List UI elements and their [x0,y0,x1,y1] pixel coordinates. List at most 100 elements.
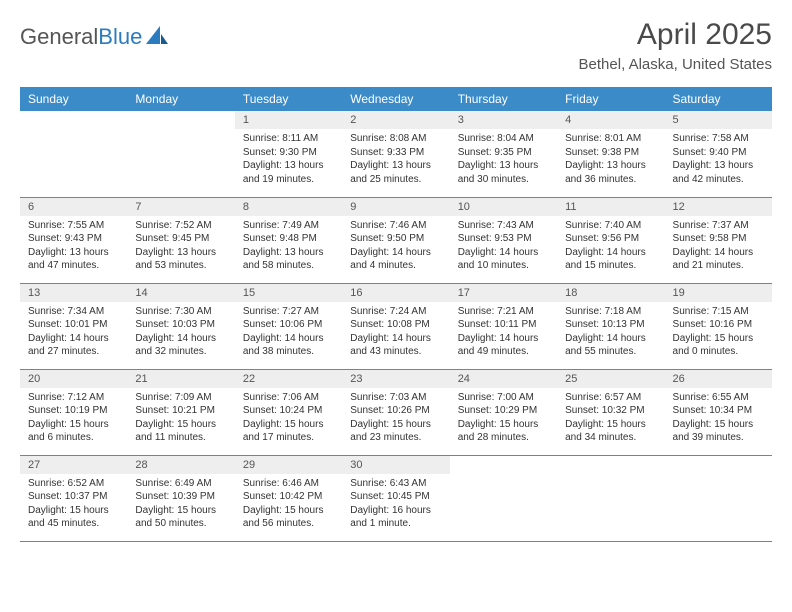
day-number: 30 [342,456,449,474]
calendar-day-cell: 3Sunrise: 8:04 AMSunset: 9:35 PMDaylight… [450,111,557,197]
day-number: 3 [450,111,557,129]
day-number: 15 [235,284,342,302]
calendar-day-cell: 18Sunrise: 7:18 AMSunset: 10:13 PMDaylig… [557,283,664,369]
day-number: 14 [127,284,234,302]
day-number: 4 [557,111,664,129]
logo-text-blue: Blue [98,24,142,50]
day-content: Sunrise: 6:55 AMSunset: 10:34 PMDaylight… [665,388,772,451]
day-content: Sunrise: 7:15 AMSunset: 10:16 PMDaylight… [665,302,772,365]
day-number: 7 [127,198,234,216]
day-content: Sunrise: 7:46 AMSunset: 9:50 PMDaylight:… [342,216,449,279]
calendar-day-cell: 28Sunrise: 6:49 AMSunset: 10:39 PMDaylig… [127,455,234,541]
calendar-day-cell: 23Sunrise: 7:03 AMSunset: 10:26 PMDaylig… [342,369,449,455]
calendar-day-cell: 7Sunrise: 7:52 AMSunset: 9:45 PMDaylight… [127,197,234,283]
calendar-week-row: 20Sunrise: 7:12 AMSunset: 10:19 PMDaylig… [20,369,772,455]
day-content: Sunrise: 8:08 AMSunset: 9:33 PMDaylight:… [342,129,449,192]
day-content: Sunrise: 7:40 AMSunset: 9:56 PMDaylight:… [557,216,664,279]
calendar-week-row: 6Sunrise: 7:55 AMSunset: 9:43 PMDaylight… [20,197,772,283]
day-content: Sunrise: 7:12 AMSunset: 10:19 PMDaylight… [20,388,127,451]
day-content: Sunrise: 7:06 AMSunset: 10:24 PMDaylight… [235,388,342,451]
day-number: 23 [342,370,449,388]
calendar-day-cell: 30Sunrise: 6:43 AMSunset: 10:45 PMDaylig… [342,455,449,541]
day-content: Sunrise: 6:52 AMSunset: 10:37 PMDaylight… [20,474,127,537]
day-content: Sunrise: 7:37 AMSunset: 9:58 PMDaylight:… [665,216,772,279]
calendar-day-cell: 11Sunrise: 7:40 AMSunset: 9:56 PMDayligh… [557,197,664,283]
day-number: 9 [342,198,449,216]
day-content: Sunrise: 6:57 AMSunset: 10:32 PMDaylight… [557,388,664,451]
calendar-empty-cell [450,455,557,541]
calendar-day-cell: 12Sunrise: 7:37 AMSunset: 9:58 PMDayligh… [665,197,772,283]
day-number: 17 [450,284,557,302]
day-number: 25 [557,370,664,388]
day-number: 27 [20,456,127,474]
day-content: Sunrise: 7:43 AMSunset: 9:53 PMDaylight:… [450,216,557,279]
day-number: 18 [557,284,664,302]
day-content: Sunrise: 6:43 AMSunset: 10:45 PMDaylight… [342,474,449,537]
day-number: 16 [342,284,449,302]
day-content: Sunrise: 8:11 AMSunset: 9:30 PMDaylight:… [235,129,342,192]
calendar-body: 1Sunrise: 8:11 AMSunset: 9:30 PMDaylight… [20,111,772,541]
calendar-empty-cell [20,111,127,197]
day-number: 11 [557,198,664,216]
day-content: Sunrise: 7:18 AMSunset: 10:13 PMDaylight… [557,302,664,365]
day-number: 10 [450,198,557,216]
weekday-header: Thursday [450,87,557,111]
weekday-header: Monday [127,87,234,111]
calendar-day-cell: 9Sunrise: 7:46 AMSunset: 9:50 PMDaylight… [342,197,449,283]
day-number: 2 [342,111,449,129]
day-number: 20 [20,370,127,388]
calendar-day-cell: 26Sunrise: 6:55 AMSunset: 10:34 PMDaylig… [665,369,772,455]
weekday-header: Friday [557,87,664,111]
weekday-header: Wednesday [342,87,449,111]
day-number: 24 [450,370,557,388]
calendar-day-cell: 17Sunrise: 7:21 AMSunset: 10:11 PMDaylig… [450,283,557,369]
day-number: 28 [127,456,234,474]
calendar-week-row: 27Sunrise: 6:52 AMSunset: 10:37 PMDaylig… [20,455,772,541]
day-number: 5 [665,111,772,129]
calendar-day-cell: 2Sunrise: 8:08 AMSunset: 9:33 PMDaylight… [342,111,449,197]
day-number: 1 [235,111,342,129]
calendar-day-cell: 14Sunrise: 7:30 AMSunset: 10:03 PMDaylig… [127,283,234,369]
day-content: Sunrise: 7:30 AMSunset: 10:03 PMDaylight… [127,302,234,365]
day-content: Sunrise: 6:49 AMSunset: 10:39 PMDaylight… [127,474,234,537]
logo: GeneralBlue [20,18,168,50]
calendar-day-cell: 20Sunrise: 7:12 AMSunset: 10:19 PMDaylig… [20,369,127,455]
location: Bethel, Alaska, United States [579,56,772,73]
calendar-day-cell: 5Sunrise: 7:58 AMSunset: 9:40 PMDaylight… [665,111,772,197]
logo-sail-icon [146,24,168,50]
calendar-day-cell: 29Sunrise: 6:46 AMSunset: 10:42 PMDaylig… [235,455,342,541]
day-number: 19 [665,284,772,302]
day-number: 22 [235,370,342,388]
day-content: Sunrise: 7:49 AMSunset: 9:48 PMDaylight:… [235,216,342,279]
day-content: Sunrise: 7:03 AMSunset: 10:26 PMDaylight… [342,388,449,451]
calendar-day-cell: 21Sunrise: 7:09 AMSunset: 10:21 PMDaylig… [127,369,234,455]
day-content: Sunrise: 7:55 AMSunset: 9:43 PMDaylight:… [20,216,127,279]
calendar-day-cell: 13Sunrise: 7:34 AMSunset: 10:01 PMDaylig… [20,283,127,369]
calendar-day-cell: 10Sunrise: 7:43 AMSunset: 9:53 PMDayligh… [450,197,557,283]
calendar-empty-cell [557,455,664,541]
calendar-day-cell: 27Sunrise: 6:52 AMSunset: 10:37 PMDaylig… [20,455,127,541]
calendar-table: SundayMondayTuesdayWednesdayThursdayFrid… [20,87,772,542]
weekday-header: Sunday [20,87,127,111]
calendar-day-cell: 15Sunrise: 7:27 AMSunset: 10:06 PMDaylig… [235,283,342,369]
day-content: Sunrise: 8:01 AMSunset: 9:38 PMDaylight:… [557,129,664,192]
calendar-day-cell: 8Sunrise: 7:49 AMSunset: 9:48 PMDaylight… [235,197,342,283]
header: GeneralBlue April 2025 Bethel, Alaska, U… [20,18,772,73]
day-content: Sunrise: 7:21 AMSunset: 10:11 PMDaylight… [450,302,557,365]
calendar-day-cell: 4Sunrise: 8:01 AMSunset: 9:38 PMDaylight… [557,111,664,197]
logo-text-general: General [20,24,98,50]
title-block: April 2025 Bethel, Alaska, United States [579,18,772,73]
day-number: 29 [235,456,342,474]
calendar-day-cell: 19Sunrise: 7:15 AMSunset: 10:16 PMDaylig… [665,283,772,369]
day-number: 12 [665,198,772,216]
day-content: Sunrise: 7:27 AMSunset: 10:06 PMDaylight… [235,302,342,365]
calendar-header-row: SundayMondayTuesdayWednesdayThursdayFrid… [20,87,772,111]
calendar-week-row: 13Sunrise: 7:34 AMSunset: 10:01 PMDaylig… [20,283,772,369]
month-title: April 2025 [579,18,772,52]
day-number: 6 [20,198,127,216]
day-content: Sunrise: 7:34 AMSunset: 10:01 PMDaylight… [20,302,127,365]
calendar-day-cell: 16Sunrise: 7:24 AMSunset: 10:08 PMDaylig… [342,283,449,369]
calendar-week-row: 1Sunrise: 8:11 AMSunset: 9:30 PMDaylight… [20,111,772,197]
calendar-empty-cell [665,455,772,541]
calendar-day-cell: 1Sunrise: 8:11 AMSunset: 9:30 PMDaylight… [235,111,342,197]
